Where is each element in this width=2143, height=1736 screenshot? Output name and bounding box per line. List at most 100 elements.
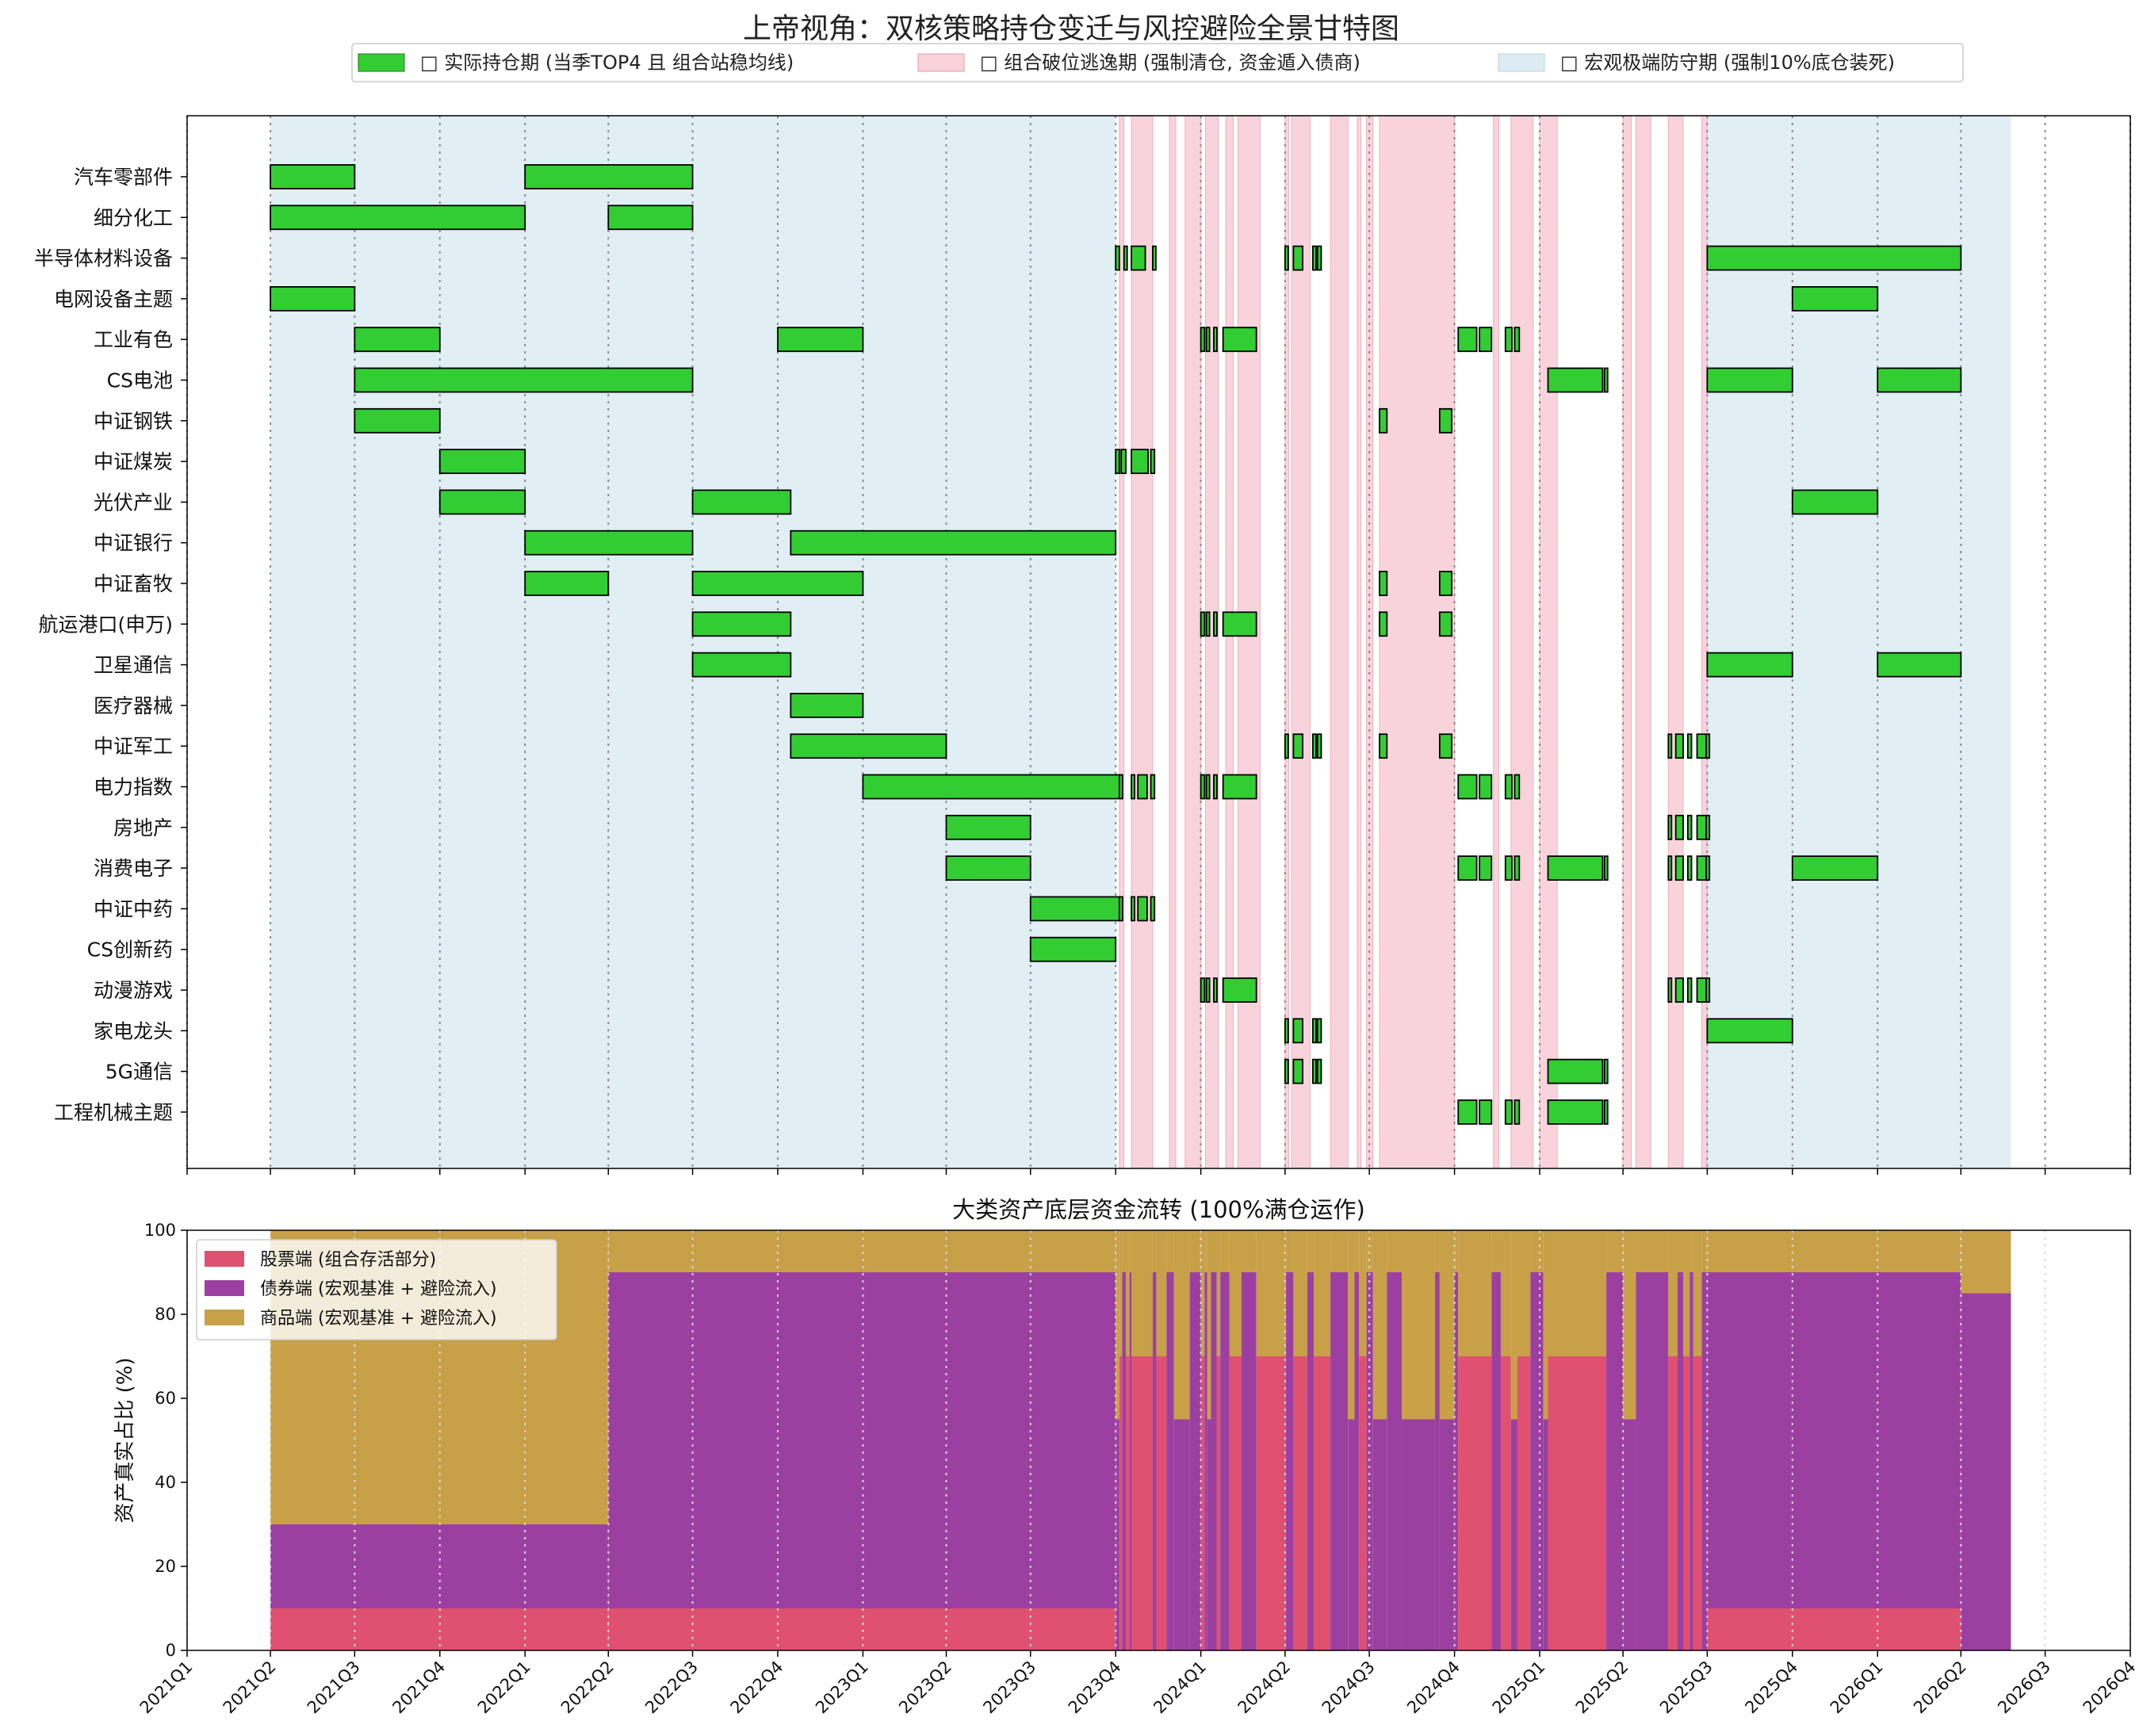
holding-bar: [1479, 1099, 1493, 1125]
holding-bar: [1696, 733, 1708, 759]
area-segment-stock: [1359, 1356, 1367, 1650]
holding-bar: [1292, 1018, 1303, 1044]
holding-bar: [1705, 855, 1711, 881]
holding-bar: [354, 367, 694, 393]
escape-period-15: [1510, 115, 1534, 1169]
area-segment-stock: [1126, 1356, 1130, 1650]
holding-bar: [1686, 733, 1693, 759]
area-segment-bond: [1173, 1419, 1190, 1650]
holding-bar: [1791, 855, 1879, 881]
holding-bar: [1205, 327, 1211, 353]
gantt-category-label: 房地产: [113, 816, 173, 839]
holding-bar: [1316, 733, 1322, 759]
gantt-category-label: 消费电子: [94, 857, 173, 880]
defense-period-1: [270, 116, 1116, 1168]
holding-bar: [1696, 814, 1708, 840]
holding-bar: [1131, 245, 1146, 271]
holding-bar: [1150, 449, 1156, 474]
escape-period-5: [1204, 115, 1219, 1169]
holding-bar: [1667, 814, 1673, 840]
area-segment-bond: [1491, 1272, 1501, 1650]
area-segment-commodity: [608, 1230, 1116, 1272]
area-legend-label-3: 商品端 (宏观基准 + 避险流入): [260, 1309, 497, 1329]
area-segment-commodity: [1119, 1230, 1123, 1356]
holding-bar: [1877, 652, 1962, 678]
escape-period-10: [1330, 115, 1349, 1169]
escape-period-13: [1379, 115, 1456, 1169]
holding-bar: [1686, 814, 1693, 840]
gantt-category-label: 中证中药: [94, 897, 173, 920]
area-segment-commodity: [1458, 1230, 1492, 1356]
area-segment-bond: [1372, 1419, 1387, 1650]
holding-bar: [1513, 774, 1521, 800]
area-segment-commodity: [1256, 1230, 1287, 1356]
area-segment-commodity: [1200, 1230, 1205, 1356]
holding-bar: [1222, 611, 1257, 637]
holding-bar: [1213, 327, 1218, 353]
area-legend-label-1: 股票端 (组合存活部分): [260, 1250, 436, 1270]
holding-bar: [1131, 896, 1135, 922]
holding-bar: [1284, 733, 1289, 759]
area-segment-commodity: [1216, 1230, 1221, 1356]
legend-swatch-2: [917, 53, 965, 72]
holding-bar: [790, 733, 947, 759]
top-legend: □ 实际持仓期 (当季TOP4 且 组合站稳均线) □ 组合破位逃逸期 (强制清仓…: [351, 43, 1964, 82]
escape-period-1: [1119, 115, 1125, 1169]
holding-bar: [691, 611, 792, 637]
area-chart-title: 大类资产底层资金流转 (100%满仓运作): [952, 1196, 1365, 1223]
holding-bar: [691, 652, 792, 678]
area-segment-bond: [1129, 1272, 1132, 1650]
area-segment-bond: [1116, 1419, 1119, 1650]
holding-bar: [1118, 896, 1123, 922]
holding-bar: [1205, 611, 1211, 637]
gantt-category-label: 动漫游戏: [94, 979, 173, 1002]
area-y-tick-label: 20: [155, 1557, 176, 1576]
holding-bar: [1284, 245, 1289, 271]
area-segment-commodity: [1517, 1230, 1531, 1356]
area-segment-bond: [608, 1272, 1116, 1608]
area-y-tick-label: 80: [155, 1305, 176, 1324]
holding-bar: [1547, 855, 1604, 881]
holding-bar: [438, 449, 526, 474]
gantt-category-label: 中证军工: [94, 735, 173, 758]
holding-bar: [1706, 1018, 1793, 1044]
holding-bar: [1547, 367, 1604, 393]
area-segment-bond: [1354, 1272, 1360, 1650]
area-segment-commodity: [1366, 1230, 1373, 1272]
holding-bar: [1674, 855, 1684, 881]
area-segment-bond: [1510, 1419, 1517, 1650]
holding-bar: [1150, 774, 1156, 800]
area-segment-commodity: [1677, 1230, 1684, 1272]
holding-bar: [1877, 367, 1962, 393]
holding-bar: [1316, 1018, 1322, 1044]
area-segment-bond: [1454, 1272, 1459, 1650]
area-segment-commodity: [1126, 1230, 1130, 1356]
holding-bar: [1137, 774, 1148, 800]
holding-bar: [1123, 245, 1128, 271]
area-segment-stock: [1458, 1356, 1492, 1650]
holding-bar: [1222, 977, 1257, 1003]
holding-bar: [1200, 327, 1206, 353]
area-segment-stock: [1548, 1356, 1607, 1650]
holding-bar: [1118, 774, 1123, 800]
holding-bar: [1479, 327, 1493, 353]
holding-bar: [1379, 611, 1388, 637]
area-legend-label-2: 债券端 (宏观基准 + 避险流入): [260, 1279, 497, 1299]
area-segment-commodity: [1454, 1230, 1459, 1272]
holding-bar: [1200, 977, 1206, 1003]
holding-bar: [1674, 814, 1684, 840]
holding-bar: [1292, 733, 1303, 759]
escape-period-14: [1493, 115, 1500, 1169]
holding-bar: [1213, 774, 1218, 800]
gantt-category-label: 电网设备主题: [54, 288, 173, 311]
holding-bar: [1379, 571, 1388, 596]
area-segment-stock: [1293, 1356, 1307, 1650]
area-segment-commodity: [1510, 1230, 1517, 1420]
area-segment-bond: [1402, 1419, 1436, 1650]
area-segment-bond: [1330, 1272, 1349, 1650]
area-segment-stock: [1668, 1356, 1678, 1650]
area-segment-commodity: [1348, 1230, 1355, 1420]
holding-bar: [790, 693, 864, 718]
holding-bar: [524, 164, 694, 189]
area-segment-bond: [1348, 1419, 1355, 1650]
